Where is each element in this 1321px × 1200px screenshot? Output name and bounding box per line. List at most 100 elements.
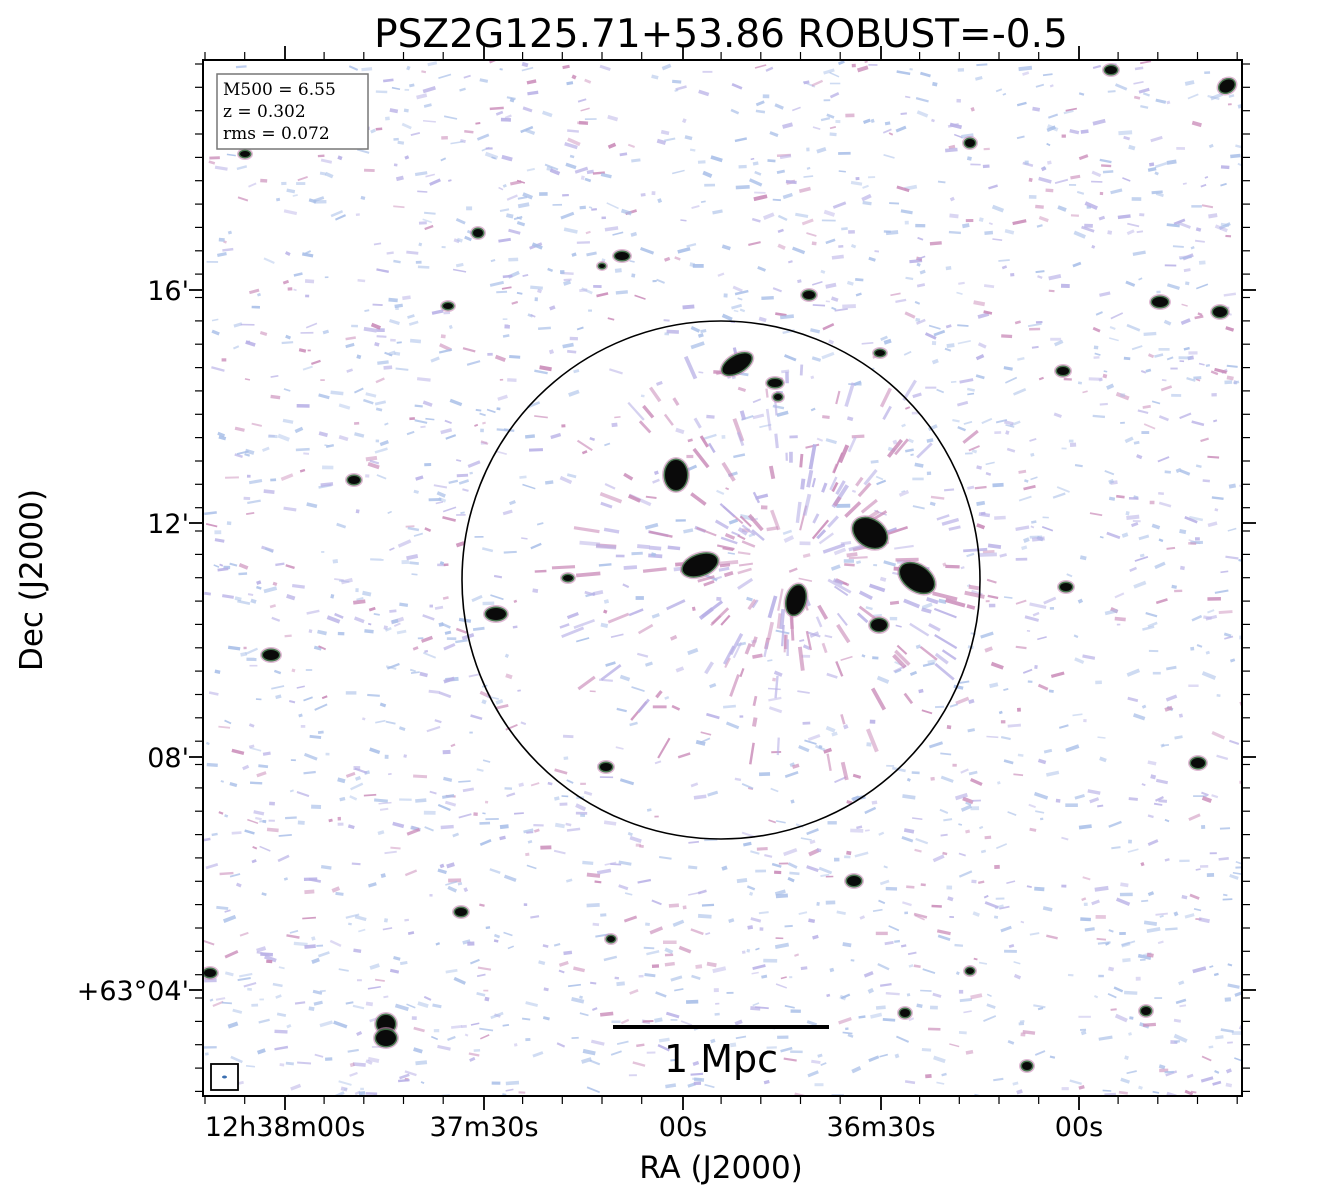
noise-speck — [422, 614, 435, 621]
noise-speck — [385, 720, 396, 725]
artifact-streak — [805, 630, 813, 651]
noise-speck — [566, 878, 573, 883]
noise-speck — [1042, 166, 1047, 170]
noise-speck — [527, 313, 534, 318]
noise-speck — [589, 690, 596, 693]
noise-speck — [409, 83, 415, 88]
radio-source — [260, 647, 282, 663]
noise-speck — [1147, 839, 1159, 846]
noise-speck — [452, 832, 460, 838]
artifact-streak — [627, 494, 641, 503]
noise-speck — [460, 511, 465, 515]
noise-speck — [330, 390, 344, 396]
noise-speck — [211, 318, 219, 322]
noise-speck — [1128, 497, 1139, 500]
noise-speck — [928, 741, 944, 749]
noise-speck — [1091, 170, 1102, 178]
noise-speck — [1164, 705, 1173, 712]
noise-speck — [864, 60, 868, 64]
artifact-streak — [948, 525, 961, 531]
noise-speck — [480, 440, 489, 445]
noise-speck — [697, 333, 704, 338]
noise-speck — [208, 160, 216, 165]
noise-speck — [521, 66, 534, 72]
noise-speck — [1193, 908, 1202, 912]
artifact-streak — [607, 612, 630, 624]
noise-speck — [1048, 113, 1059, 119]
noise-speck — [1170, 367, 1178, 370]
noise-speck — [1171, 584, 1178, 589]
noise-speck — [1092, 414, 1106, 419]
noise-speck — [750, 850, 760, 855]
noise-speck — [1166, 100, 1171, 105]
noise-speck — [1192, 966, 1207, 974]
noise-speck — [831, 731, 838, 737]
noise-speck — [954, 792, 968, 801]
artifact-streak — [844, 563, 855, 567]
noise-speck — [975, 374, 985, 380]
noise-speck — [1123, 356, 1131, 361]
noise-speck — [479, 78, 489, 83]
noise-speck — [1080, 1030, 1087, 1036]
noise-speck — [1102, 373, 1108, 379]
noise-speck — [556, 1042, 566, 1048]
artifact-streak — [822, 543, 846, 554]
y-tick-label: +63°04' — [77, 976, 189, 1007]
noise-speck — [317, 154, 325, 158]
noise-speck — [220, 780, 224, 783]
noise-speck — [904, 220, 909, 225]
noise-speck — [1013, 388, 1027, 396]
noise-speck — [1194, 315, 1204, 320]
noise-speck — [1200, 437, 1209, 443]
noise-speck — [780, 1046, 793, 1053]
y-tick-label: 16' — [147, 276, 189, 307]
noise-speck — [1210, 92, 1224, 101]
noise-speck — [413, 532, 424, 537]
noise-speck — [904, 406, 911, 410]
noise-speck — [953, 684, 964, 690]
noise-speck — [1037, 683, 1049, 691]
noise-speck — [1166, 223, 1180, 228]
noise-speck — [738, 164, 747, 169]
noise-speck — [494, 354, 506, 363]
artifact-streak — [637, 698, 650, 713]
noise-speck — [1080, 1028, 1087, 1031]
noise-speck — [335, 891, 344, 896]
noise-speck — [726, 991, 734, 994]
noise-speck — [790, 1009, 801, 1013]
noise-speck — [251, 305, 260, 309]
artifact-streak — [723, 570, 734, 578]
noise-speck — [347, 824, 355, 830]
noise-speck — [283, 388, 291, 392]
noise-speck — [1115, 897, 1131, 906]
noise-speck — [577, 98, 587, 103]
artifact-streak — [799, 364, 804, 376]
noise-speck — [1225, 1082, 1233, 1088]
noise-speck — [218, 435, 227, 441]
noise-speck — [1155, 598, 1168, 605]
noise-speck — [658, 1037, 670, 1043]
noise-speck — [705, 932, 711, 936]
noise-speck — [523, 903, 528, 906]
noise-speck — [763, 212, 775, 221]
artifact-streak — [663, 413, 674, 426]
noise-speck — [1128, 144, 1136, 151]
noise-speck — [285, 334, 292, 340]
noise-speck — [627, 831, 633, 837]
noise-speck — [1095, 914, 1106, 919]
noise-speck — [490, 594, 504, 601]
noise-speck — [596, 868, 612, 875]
noise-speck — [476, 133, 490, 141]
noise-speck — [812, 126, 821, 131]
noise-speck — [1150, 135, 1163, 143]
noise-speck — [1131, 345, 1143, 351]
artifact-streak — [721, 461, 736, 482]
noise-speck — [513, 599, 518, 604]
noise-speck — [1093, 356, 1100, 359]
noise-speck — [817, 1053, 823, 1058]
noise-speck — [436, 491, 446, 498]
noise-speck — [768, 706, 783, 714]
noise-speck — [992, 482, 1004, 488]
noise-speck — [567, 137, 581, 147]
noise-speck — [654, 470, 659, 475]
